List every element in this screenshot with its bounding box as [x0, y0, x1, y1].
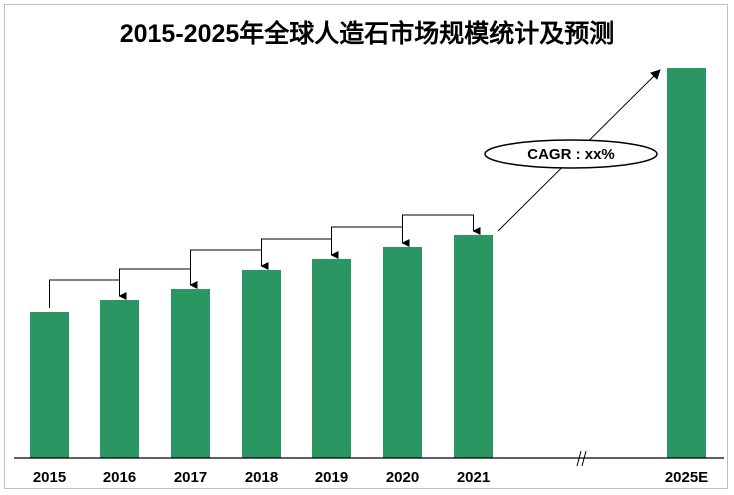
x-tick-label: 2020: [386, 469, 419, 486]
x-tick-label: 2019: [315, 469, 348, 486]
chart-frame: [4, 4, 728, 489]
cagr-label: CAGR : xx%: [527, 146, 615, 163]
cagr-ellipse: [484, 139, 658, 169]
x-tick-label: 2017: [174, 469, 207, 486]
bar-2021: [454, 235, 493, 458]
chart-title: 2015-2025年全球人造石市场规模统计及预测: [119, 20, 615, 48]
x-tick-label: 2021: [457, 469, 490, 486]
axis-break-icon: [576, 450, 587, 467]
growth-connector-arrow: [402, 214, 481, 243]
bar-2025E: [667, 68, 706, 458]
bar-2019: [312, 259, 351, 458]
bar-2017: [171, 289, 210, 458]
x-tick-label: 2018: [245, 469, 278, 486]
bar-2018: [242, 270, 281, 458]
bar-2020: [383, 247, 422, 458]
bar-2016: [100, 300, 139, 458]
x-tick-label: 2015: [33, 469, 66, 486]
x-tick-label: 2016: [103, 469, 136, 486]
x-tick-label: 2025E: [665, 469, 708, 486]
bar-2015: [30, 312, 69, 458]
